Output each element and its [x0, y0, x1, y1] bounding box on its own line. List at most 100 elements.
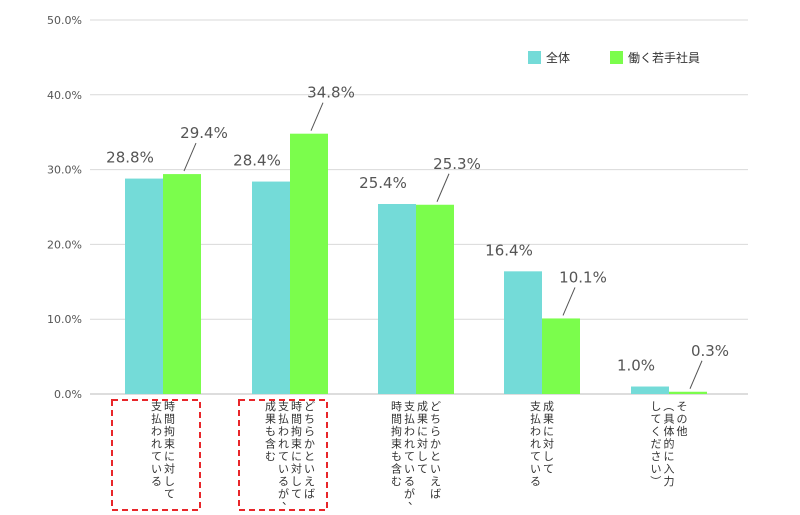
category-label-char: 、 — [408, 494, 419, 507]
legend-label: 全体 — [546, 50, 570, 65]
category-label-char: む — [391, 475, 402, 488]
category-labels: 時間拘束に対して支払われているどちらかといえば時間拘束に対して支払われているが、… — [151, 400, 688, 507]
category-label-char: る — [404, 475, 415, 488]
leader-line — [183, 142, 197, 172]
category-label-char: 拘 — [164, 424, 175, 438]
category-label-char: ） — [649, 476, 662, 487]
category-label-char: 果 — [543, 413, 554, 426]
category-label-char: る — [530, 475, 541, 488]
category-label-char: れ — [530, 438, 541, 451]
y-axis-tick-labels: 0.0% 10.0% 20.0% 30.0% 40.0% 50.0% — [47, 14, 82, 401]
category-label-char: と — [430, 450, 441, 463]
category-label-char: か — [304, 438, 315, 451]
category-label-char: 支 — [530, 400, 541, 413]
category-label-char: か — [430, 438, 441, 451]
category-label-char: の — [677, 413, 688, 426]
category-label-char: が — [278, 487, 289, 501]
data-label: 29.4% — [180, 124, 228, 142]
bar — [631, 386, 669, 394]
category-label-char: て — [404, 450, 415, 463]
category-label-char: 力 — [664, 475, 675, 488]
category-label-char: 果 — [417, 413, 428, 426]
category-label-char: ば — [304, 488, 315, 501]
bar — [252, 181, 290, 394]
category-label-char: 払 — [404, 412, 415, 426]
category-label-char: し — [164, 475, 175, 488]
bar — [290, 133, 328, 395]
category-label-char: 、 — [282, 494, 293, 507]
category-label-char: も — [265, 425, 276, 438]
category-label-char: 成 — [543, 400, 554, 413]
category-label-char: ち — [430, 413, 441, 426]
category-label-char: る — [278, 475, 289, 488]
bar — [504, 271, 542, 394]
category-label-char: 対 — [543, 437, 554, 451]
category-label-char: る — [151, 475, 162, 488]
data-label: 34.8% — [307, 84, 355, 102]
leader-line — [689, 360, 703, 389]
category-label-char: 束 — [291, 438, 302, 451]
y-tick-label: 50.0% — [47, 14, 82, 27]
category-label-char: ら — [304, 425, 315, 438]
category-label-char: て — [417, 463, 428, 476]
category-label-char: い — [430, 463, 441, 476]
category-label-char: わ — [278, 425, 289, 438]
category-label-char: に — [291, 450, 302, 463]
leader-line — [436, 173, 450, 202]
category-label-char: い — [530, 463, 541, 476]
category-label-char: て — [543, 463, 554, 476]
category-label-char: く — [651, 425, 662, 438]
category-label-char: 時 — [164, 400, 175, 413]
category-label-char: い — [304, 463, 315, 476]
data-label: 16.4% — [485, 241, 533, 259]
category-label-char: ば — [430, 488, 441, 501]
bar — [669, 391, 707, 394]
category-label-char: い — [404, 463, 415, 476]
category-label-char: わ — [151, 425, 162, 438]
category-label-char: わ — [530, 425, 541, 438]
legend-label: 働く若手社員 — [628, 50, 700, 65]
category-label-char: わ — [404, 425, 415, 438]
category-label-char: い — [278, 463, 289, 476]
bar — [125, 178, 163, 394]
category-label-char: （ — [662, 401, 675, 412]
category-label-char: 他 — [677, 425, 688, 438]
category-label-char: 対 — [164, 462, 175, 476]
category-label-char: 含 — [265, 437, 276, 451]
y-tick-label: 10.0% — [47, 313, 82, 326]
category-label-char: 払 — [530, 412, 541, 426]
category-label-char: が — [404, 487, 415, 501]
data-label: 28.4% — [233, 152, 281, 170]
bars — [125, 133, 707, 395]
data-label: 0.3% — [691, 342, 729, 360]
category-label-char: し — [651, 400, 662, 413]
bar — [416, 204, 454, 394]
highlight-box — [238, 399, 328, 511]
bar — [378, 204, 416, 394]
category-label-char: そ — [677, 400, 688, 413]
category-label-char: し — [543, 450, 554, 463]
category-label-char: ど — [430, 400, 441, 413]
category-label-char: に — [164, 450, 175, 463]
data-label: 10.1% — [559, 268, 607, 286]
y-tick-label: 40.0% — [47, 89, 82, 102]
legend-swatch — [610, 51, 623, 64]
category-label-char: 入 — [664, 463, 675, 476]
category-label-char: と — [304, 450, 315, 463]
category-label-char: 束 — [164, 438, 175, 451]
category-label-char: さ — [651, 450, 662, 463]
category-label-char: し — [417, 450, 428, 463]
category-label-char: に — [417, 425, 428, 438]
category-label-char: 支 — [278, 400, 289, 413]
category-label-char: 的 — [664, 437, 675, 451]
category-label-char: 成 — [265, 400, 276, 413]
leader-line — [310, 102, 324, 131]
category-label-char: え — [430, 475, 441, 488]
y-tick-label: 20.0% — [47, 238, 82, 251]
category-label-char: て — [164, 488, 175, 501]
category-label-char: だ — [651, 438, 662, 451]
category-label-char: 含 — [391, 462, 402, 476]
data-label: 28.8% — [106, 149, 154, 167]
category-label-char: 果 — [265, 413, 276, 426]
